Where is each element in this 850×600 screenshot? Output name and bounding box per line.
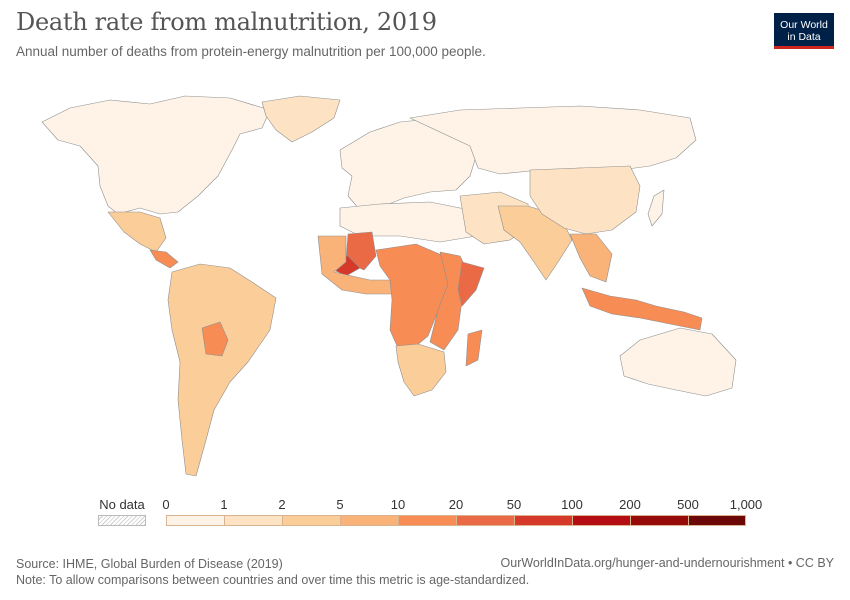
region-australia[interactable] (619, 327, 737, 397)
legend-tick-label: 200 (619, 497, 641, 512)
legend-swatch-6 (514, 515, 572, 526)
region-madagascar[interactable] (465, 329, 483, 367)
legend-tick-label: 0 (162, 497, 170, 512)
source-text: Source: IHME, Global Burden of Disease (… (16, 557, 283, 571)
region-greenland[interactable] (261, 95, 341, 143)
legend-no-data-label: No data (99, 497, 145, 512)
legend-swatch-8 (630, 515, 688, 526)
legend-tick-label: 50 (506, 497, 522, 512)
legend-tick-label: 1,000 (729, 497, 763, 512)
legend-swatch-5 (456, 515, 514, 526)
legend-tick-label: 2 (278, 497, 286, 512)
owid-logo[interactable]: Our World in Data (774, 13, 834, 49)
legend-swatch-9 (688, 515, 746, 526)
legend-tick-label: 100 (561, 497, 583, 512)
region-china[interactable] (529, 165, 641, 235)
region-russia[interactable] (409, 105, 697, 175)
source-link[interactable]: OurWorldInData.org/hunger-and-undernouri… (500, 556, 834, 570)
legend-tick-label: 5 (336, 497, 344, 512)
region-indonesia[interactable] (581, 287, 703, 331)
note-text: Note: To allow comparisons between count… (16, 573, 530, 587)
legend-swatch-1 (224, 515, 282, 526)
region-mexico[interactable] (107, 211, 167, 253)
logo-line-2: in Data (787, 31, 821, 43)
logo-line-1: Our World (780, 19, 828, 31)
region-somalia[interactable] (457, 261, 485, 307)
region-north-america[interactable] (41, 95, 271, 215)
chart-title: Death rate from malnutrition, 2019 (16, 8, 437, 36)
legend-tick-label: 20 (448, 497, 464, 512)
legend-no-data-swatch (98, 515, 146, 526)
region-central-america[interactable] (149, 249, 179, 269)
region-south-america[interactable] (167, 263, 277, 477)
legend-swatch-0 (166, 515, 224, 526)
region-bolivia[interactable] (201, 321, 229, 357)
region-southern-africa[interactable] (395, 343, 447, 397)
legend-tick-label: 1 (220, 497, 228, 512)
legend-tick-label: 500 (677, 497, 699, 512)
legend-swatch-7 (572, 515, 630, 526)
region-southeast-asia[interactable] (569, 233, 613, 283)
legend-swatch-4 (398, 515, 456, 526)
chart-subtitle: Annual number of deaths from protein-ene… (16, 44, 486, 59)
region-north-africa[interactable] (339, 201, 477, 243)
legend-swatch-3 (340, 515, 398, 526)
region-japan[interactable] (647, 189, 665, 227)
legend-swatch-2 (282, 515, 340, 526)
footer-notes: Source: IHME, Global Burden of Disease (… (16, 556, 529, 588)
legend-tick-label: 10 (390, 497, 406, 512)
